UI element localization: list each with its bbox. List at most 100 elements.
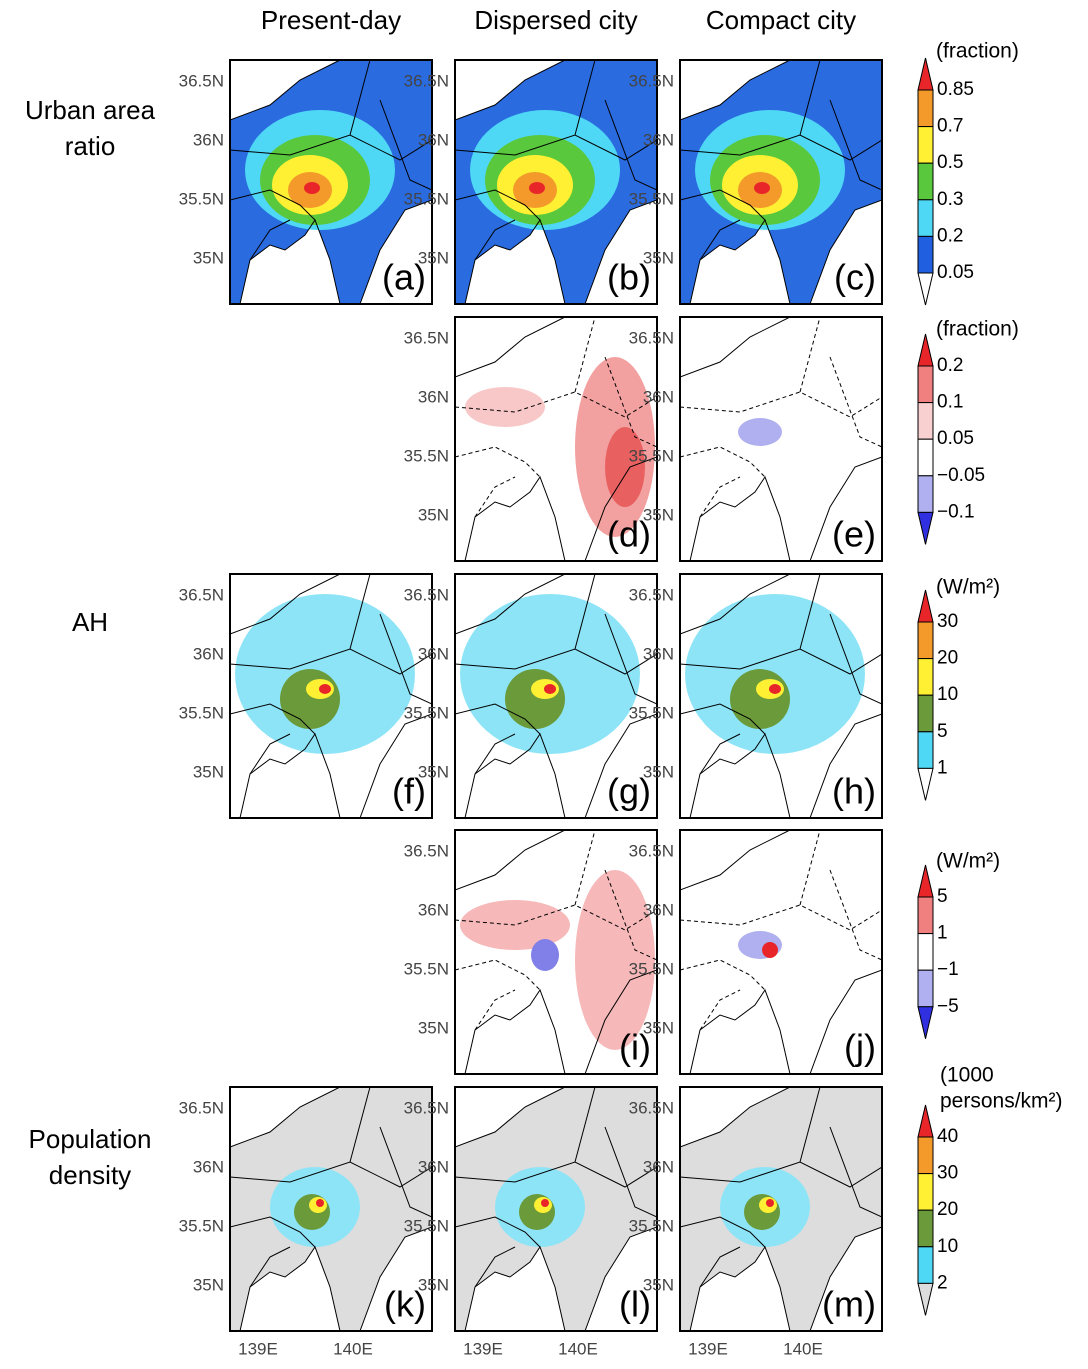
boundary bbox=[574, 574, 596, 650]
field bbox=[762, 942, 778, 958]
lat-tick-label: 35N bbox=[193, 762, 224, 781]
row-label: ratio bbox=[65, 131, 116, 161]
field bbox=[541, 1199, 549, 1207]
boundary bbox=[474, 1246, 516, 1288]
lat-tick-label: 35N bbox=[643, 505, 674, 524]
coastline bbox=[680, 60, 882, 304]
coastline bbox=[230, 574, 432, 818]
lat-tick-label: 35.5N bbox=[179, 189, 224, 208]
lon-tick-label: 140E bbox=[783, 1339, 823, 1358]
coastline bbox=[455, 1087, 657, 1331]
boundary bbox=[699, 1246, 741, 1288]
lat-tick-label: 36.5N bbox=[404, 71, 449, 90]
map-panel: (h) bbox=[679, 573, 883, 819]
colorbar-band bbox=[917, 162, 934, 201]
colorbar-unit: (W/m²) bbox=[936, 850, 1000, 873]
colorbar-band bbox=[917, 89, 934, 128]
panel-label: (j) bbox=[844, 1027, 876, 1068]
colorbar-tick-label: 0.5 bbox=[937, 152, 963, 173]
colorbar-band bbox=[917, 1173, 934, 1211]
map-panel: (e) bbox=[679, 316, 883, 562]
lat-tick-label: 36N bbox=[193, 130, 224, 149]
lat-tick-label: 36.5N bbox=[629, 328, 674, 347]
colorbar-unit: (fraction) bbox=[936, 40, 1019, 63]
boundary bbox=[604, 1126, 657, 1218]
boundary bbox=[604, 356, 657, 448]
boundary bbox=[574, 830, 596, 906]
colorbar-unit: (fraction) bbox=[936, 318, 1019, 341]
coastline bbox=[680, 317, 882, 561]
boundary bbox=[680, 1216, 766, 1248]
lat-tick-label: 36N bbox=[643, 387, 674, 406]
colorbar-tick-label: −0.1 bbox=[937, 501, 975, 522]
field bbox=[575, 870, 655, 1050]
lat-tick-label: 36N bbox=[643, 900, 674, 919]
map-panel: (j) bbox=[679, 829, 883, 1075]
coastline bbox=[455, 574, 657, 818]
boundary bbox=[680, 391, 882, 418]
map bbox=[455, 1087, 657, 1331]
lat-tick-label: 36N bbox=[418, 130, 449, 149]
field bbox=[280, 669, 340, 729]
lat-tick-label: 35.5N bbox=[404, 703, 449, 722]
panel-label: (m) bbox=[822, 1284, 876, 1325]
colorbar-tick-label: 5 bbox=[937, 721, 948, 742]
boundary bbox=[230, 189, 316, 221]
coastline bbox=[680, 830, 882, 1074]
boundary bbox=[799, 1087, 821, 1163]
colorbar-band bbox=[917, 694, 934, 733]
boundary bbox=[699, 989, 741, 1031]
colorbar-tick-label: 0.2 bbox=[937, 225, 963, 246]
map-panel: (l) bbox=[454, 1086, 658, 1332]
field bbox=[505, 669, 565, 729]
boundary bbox=[474, 219, 516, 261]
row-label: AH bbox=[72, 607, 108, 637]
coastline bbox=[455, 60, 657, 304]
boundary bbox=[455, 189, 541, 221]
map bbox=[455, 574, 657, 818]
colorbar-tick-label: −5 bbox=[937, 996, 959, 1017]
lat-tick-label: 36N bbox=[193, 644, 224, 663]
lat-tick-label: 36.5N bbox=[404, 328, 449, 347]
colorbar-tick-label: −0.05 bbox=[937, 465, 985, 486]
lat-tick-label: 35.5N bbox=[629, 446, 674, 465]
lat-tick-label: 35N bbox=[643, 1275, 674, 1294]
boundary bbox=[349, 574, 371, 650]
row-label: Population bbox=[29, 1124, 152, 1154]
panel-label: (l) bbox=[619, 1284, 651, 1325]
colorbar-tick-label: 0.2 bbox=[937, 355, 963, 376]
lat-tick-label: 35.5N bbox=[629, 703, 674, 722]
boundary bbox=[574, 1087, 596, 1163]
boundary bbox=[799, 830, 821, 906]
map bbox=[230, 574, 432, 818]
colorbar-band bbox=[917, 896, 934, 935]
panel-label: (e) bbox=[832, 514, 876, 555]
colorbar-tick-label: 30 bbox=[937, 611, 958, 632]
colorbar-tick-label: 0.85 bbox=[937, 79, 974, 100]
field bbox=[754, 182, 770, 194]
map-panel: (g) bbox=[454, 573, 658, 819]
boundary bbox=[680, 959, 766, 991]
lat-tick-label: 35.5N bbox=[629, 959, 674, 978]
panel-frame bbox=[229, 59, 433, 305]
lat-tick-label: 35N bbox=[643, 248, 674, 267]
panel-frame bbox=[229, 573, 433, 819]
colorbar-tick-label: 0.05 bbox=[937, 428, 974, 449]
boundary bbox=[455, 703, 541, 735]
boundary bbox=[249, 219, 291, 261]
colorbar-cap bbox=[917, 589, 934, 623]
lat-tick-label: 35.5N bbox=[404, 189, 449, 208]
lon-tick-label: 139E bbox=[688, 1339, 728, 1358]
field bbox=[738, 418, 782, 446]
colorbar-band bbox=[917, 402, 934, 440]
lat-tick-label: 35.5N bbox=[629, 189, 674, 208]
colorbar-tick-label: 5 bbox=[937, 886, 948, 907]
boundary bbox=[455, 446, 541, 478]
colorbar-band bbox=[917, 621, 934, 660]
lat-tick-label: 35N bbox=[418, 1018, 449, 1037]
map bbox=[230, 1087, 432, 1331]
colorbar-band bbox=[917, 1209, 934, 1248]
land bbox=[680, 830, 882, 1074]
lat-tick-label: 35.5N bbox=[404, 1216, 449, 1235]
boundary bbox=[699, 733, 741, 775]
